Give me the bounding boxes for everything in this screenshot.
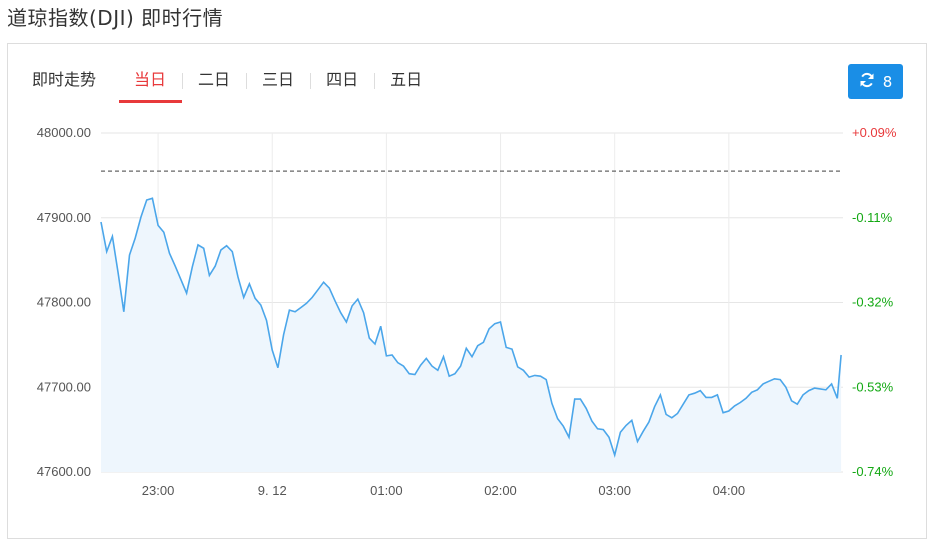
pct-tick-label: -0.32% — [852, 295, 894, 310]
y-tick-label: 47800.00 — [37, 295, 91, 310]
y-tick-label: 47700.00 — [37, 379, 91, 394]
tab-4-day[interactable]: 四日 — [310, 68, 374, 92]
price-area — [101, 198, 842, 473]
refresh-count: 8 — [882, 72, 893, 91]
tab-2-day[interactable]: 二日 — [182, 68, 246, 92]
tabs-heading: 即时走势 — [32, 70, 97, 89]
refresh-button[interactable]: 8 — [848, 64, 903, 99]
y-tick-label: 48000.00 — [37, 125, 91, 140]
pct-tick-label: -0.11% — [852, 210, 893, 225]
pct-tick-label: +0.09% — [852, 125, 897, 140]
price-line — [100, 197, 842, 459]
period-tabs: 即时走势 当日 二日 三日 四日 五日 — [32, 68, 438, 104]
y-tick-label: 47900.00 — [37, 210, 91, 225]
tab-1-day[interactable]: 当日 — [118, 68, 183, 103]
page-title: 道琼指数(DJI) 即时行情 — [7, 6, 224, 30]
tab-3-day[interactable]: 三日 — [246, 68, 310, 92]
x-tick-label: 02:00 — [484, 483, 517, 498]
x-tick-label: 9. 12 — [258, 483, 287, 498]
x-tick-label: 23:00 — [142, 483, 175, 498]
x-tick-label: 04:00 — [713, 483, 746, 498]
pct-tick-label: -0.74% — [852, 464, 894, 479]
x-tick-label: 03:00 — [598, 483, 631, 498]
y-tick-label: 47600.00 — [37, 464, 91, 479]
tab-5-day[interactable]: 五日 — [374, 68, 438, 92]
refresh-icon — [859, 72, 875, 92]
chart-panel — [7, 43, 927, 539]
x-tick-label: 01:00 — [370, 483, 403, 498]
pct-tick-label: -0.53% — [852, 379, 894, 394]
